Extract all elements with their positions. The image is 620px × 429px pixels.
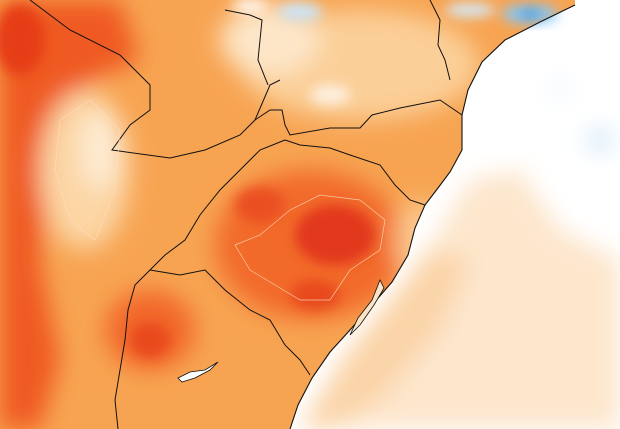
hot-core bbox=[235, 187, 285, 223]
pale-core bbox=[80, 110, 120, 190]
lake bbox=[177, 361, 219, 383]
hot-west bbox=[0, 0, 140, 429]
contour bbox=[234, 194, 386, 301]
border bbox=[254, 99, 463, 136]
border bbox=[284, 139, 426, 206]
land-detail bbox=[0, 0, 375, 358]
ocean-warm-coast bbox=[300, 250, 470, 429]
land-shading bbox=[0, 0, 480, 429]
border bbox=[224, 9, 269, 86]
cool-area bbox=[445, 3, 558, 24]
boundaries bbox=[29, 0, 463, 429]
hot-core bbox=[290, 280, 340, 310]
cool-spot bbox=[278, 3, 322, 21]
border bbox=[149, 269, 311, 376]
border bbox=[429, 0, 451, 81]
ocean-cool bbox=[550, 84, 570, 96]
ocean-cool bbox=[586, 130, 614, 150]
neutral-spot bbox=[310, 85, 350, 105]
ocean-shading bbox=[300, 84, 620, 429]
cool-spot bbox=[445, 3, 495, 17]
contours bbox=[54, 99, 386, 301]
contour bbox=[54, 99, 121, 241]
hot-core bbox=[0, 5, 45, 75]
cool-spot-core bbox=[518, 9, 542, 19]
hot-core bbox=[295, 205, 375, 265]
hot-core bbox=[130, 322, 170, 358]
pale-north-core bbox=[220, 5, 320, 75]
border bbox=[29, 0, 281, 159]
neutral-spot bbox=[232, 0, 268, 12]
border bbox=[114, 139, 286, 429]
lagoon bbox=[349, 279, 385, 336]
